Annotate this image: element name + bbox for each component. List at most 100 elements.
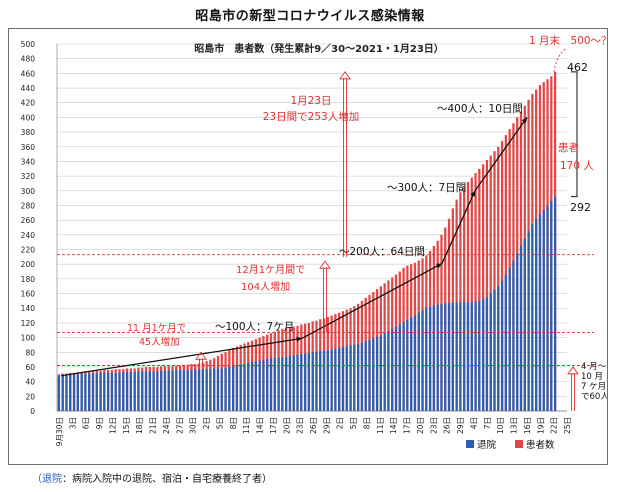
- patients-bar: [474, 173, 477, 411]
- recovered-bar: [463, 302, 466, 411]
- x-tick-label: 8日: [229, 417, 238, 429]
- recovered-bar: [57, 375, 61, 411]
- recovered-bar: [436, 304, 439, 411]
- recovered-bar: [273, 358, 276, 411]
- recovered-bar: [152, 371, 155, 411]
- x-tick-label: 23日: [429, 417, 438, 434]
- annotation-month-end: 1 月末 500～？: [529, 34, 607, 47]
- x-tick-label: 27日: [175, 417, 184, 434]
- x-axis-ticks: 9月30日 3日 6日 9日 12日 15日 18日 21日 24日 27日 30日 2日 5日 8日 11…: [55, 417, 572, 446]
- milestone-arrow-head: [296, 336, 302, 342]
- recovered-bar: [292, 355, 295, 411]
- recovered-bar: [489, 293, 492, 411]
- recovered-bar: [107, 372, 110, 411]
- recovered-bar: [482, 299, 485, 411]
- recovered-bar: [493, 289, 496, 411]
- patients-bar: [466, 181, 470, 411]
- recovered-bar: [254, 361, 257, 411]
- recovered-bar: [247, 362, 250, 411]
- recovered-bar: [307, 353, 311, 411]
- recovered-bar: [322, 350, 326, 411]
- x-tick-label: 14日: [389, 417, 398, 434]
- x-tick-label: 10日: [496, 417, 505, 434]
- y-tick-label: 240: [21, 231, 36, 240]
- recovered-bar: [497, 286, 500, 411]
- annotation-seg-200: ～200人：64日間: [339, 246, 425, 258]
- recovered-bar: [440, 303, 443, 411]
- recovered-bar: [500, 280, 504, 411]
- patients-bar: [485, 159, 489, 411]
- annotation-val-292: 292: [570, 201, 591, 214]
- patients-bar: [478, 168, 481, 411]
- x-tick-label: 29日: [456, 417, 465, 434]
- recovered-bar: [360, 342, 364, 411]
- y-tick-label: 460: [21, 69, 36, 78]
- chart-title: 昭島市 患者数（発生累計9／30～2021・1月23日）: [194, 42, 444, 55]
- recovered-bar: [319, 350, 322, 411]
- x-tick-label: 20日: [282, 417, 291, 434]
- recovered-bar: [175, 369, 178, 411]
- y-tick-label: 420: [21, 99, 36, 108]
- recovered-bar: [357, 344, 360, 411]
- recovered-bar: [444, 303, 447, 411]
- y-tick-label: 120: [21, 319, 36, 328]
- milestone-arrow: [441, 190, 476, 264]
- footnote-text: ：病院入院中の退院、宿泊・自宅療養終了者）: [62, 474, 272, 485]
- recovered-bar: [144, 371, 148, 411]
- recovered-bar: [182, 369, 186, 411]
- x-tick-label: 11日: [376, 417, 385, 434]
- y-tick-label: 220: [21, 246, 36, 255]
- recovered-bar: [137, 371, 140, 411]
- y-tick-label: 260: [21, 216, 36, 225]
- recovered-bar: [459, 302, 462, 411]
- recovered-bar: [167, 370, 170, 411]
- recovered-bar: [235, 365, 239, 411]
- x-tick-label: 13日: [510, 417, 519, 434]
- patients-bar: [493, 151, 496, 411]
- recovered-bar: [296, 354, 299, 411]
- y-tick-label: 440: [21, 84, 36, 93]
- annotation-apr-line: 7 ケ月: [581, 382, 606, 392]
- recovered-bar: [372, 338, 375, 411]
- recovered-bar: [330, 349, 333, 411]
- recovered-bar: [550, 201, 553, 411]
- x-tick-label: 18日: [135, 417, 144, 434]
- recovered-bar: [512, 260, 515, 411]
- patients-bar: [459, 192, 462, 411]
- annotation-apr-line: で60人: [581, 392, 607, 402]
- recovered-bar: [95, 373, 98, 411]
- legend: 退院 患者数: [466, 439, 555, 451]
- patients-bar: [482, 164, 485, 411]
- annotation-nov-line2: 45人増加: [139, 336, 180, 348]
- y-tick-label: 160: [21, 290, 36, 299]
- recovered-bar: [76, 374, 79, 411]
- recovered-bar: [84, 373, 87, 411]
- patients-bracket: [571, 71, 578, 198]
- recovered-bar: [334, 348, 337, 411]
- annotation-seg-100: ～100人：7ケ月: [215, 321, 294, 333]
- recovered-bar: [387, 330, 390, 411]
- recovered-bar: [250, 361, 254, 411]
- recovered-bar: [538, 214, 542, 411]
- recovered-bar: [281, 357, 284, 411]
- recovered-bar: [277, 357, 280, 411]
- recovered-bar: [531, 223, 534, 411]
- x-tick-label: 9日: [95, 417, 104, 429]
- annotation-apr-line: 10 月: [581, 372, 603, 382]
- annotation-jan23-line2: 23日間で253人増加: [263, 110, 359, 123]
- recovered-bar: [341, 347, 345, 411]
- y-tick-label: 340: [21, 157, 36, 166]
- y-tick-label: 360: [21, 143, 36, 152]
- y-tick-label: 320: [21, 172, 36, 181]
- y-tick-label: 280: [21, 201, 36, 210]
- recovered-bar: [163, 370, 167, 411]
- recovered-bar: [262, 359, 265, 411]
- recovered-bar: [129, 372, 132, 411]
- x-tick-label: 5日: [349, 417, 358, 429]
- x-tick-label: 6日: [82, 417, 91, 429]
- recovered-bar: [466, 302, 470, 411]
- recovered-bar: [432, 305, 436, 411]
- recovered-bar: [368, 339, 371, 411]
- recovered-bar: [61, 375, 64, 411]
